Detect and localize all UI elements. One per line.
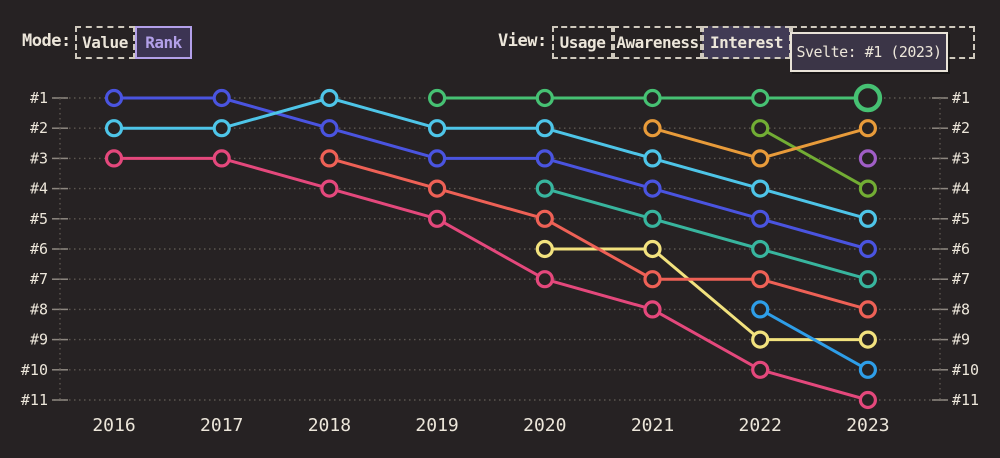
data-point-indigo-2016[interactable] bbox=[104, 88, 124, 108]
tooltip-text: Svelte: #1 (2023) bbox=[796, 43, 942, 61]
year-label: 2017 bbox=[200, 415, 243, 436]
year-label: 2018 bbox=[308, 415, 351, 436]
rank-label-left: #8 bbox=[30, 300, 48, 318]
data-point-skyblue-2022[interactable] bbox=[751, 300, 770, 319]
data-point-green-2019[interactable] bbox=[428, 88, 447, 108]
data-point-yellow-2020[interactable] bbox=[535, 239, 554, 259]
data-point-indigo-2021[interactable] bbox=[643, 179, 662, 198]
data-point-cyan-2020[interactable] bbox=[535, 119, 554, 138]
rank-label-left: #6 bbox=[30, 240, 48, 258]
rank-label-right: #10 bbox=[952, 361, 979, 379]
data-point-salmon-2022[interactable] bbox=[751, 270, 770, 289]
series-line-skyblue bbox=[758, 307, 870, 372]
data-point-pink-2016[interactable] bbox=[104, 149, 124, 168]
rank-label-right: #8 bbox=[952, 300, 970, 318]
year-label: 2023 bbox=[846, 415, 889, 436]
data-point-teal-2021[interactable] bbox=[643, 209, 662, 228]
data-point-orange-2023[interactable] bbox=[858, 119, 878, 138]
series-line-olive bbox=[758, 126, 870, 191]
data-point-cyan-2023[interactable] bbox=[858, 209, 878, 228]
mode-label: Mode: bbox=[22, 31, 71, 51]
data-point-green-2020[interactable] bbox=[535, 88, 554, 108]
rank-label-right: #6 bbox=[952, 240, 970, 258]
data-point-indigo-2022[interactable] bbox=[751, 209, 770, 228]
rank-label-right: #11 bbox=[952, 391, 979, 409]
data-point-salmon-2021[interactable] bbox=[643, 270, 662, 289]
year-label: 2020 bbox=[523, 415, 566, 436]
rank-label-left: #1 bbox=[30, 89, 48, 107]
data-point-cyan-2021[interactable] bbox=[643, 149, 662, 168]
rank-label-left: #3 bbox=[30, 149, 48, 167]
year-label: 2019 bbox=[415, 415, 458, 436]
data-point-yellow-2022[interactable] bbox=[751, 330, 770, 349]
rank-label-right: #5 bbox=[952, 210, 970, 228]
series-line-indigo bbox=[112, 96, 870, 251]
data-point-pink-2023[interactable] bbox=[858, 390, 878, 410]
data-point-orange-2021[interactable] bbox=[643, 119, 662, 138]
data-point-salmon-2018[interactable] bbox=[320, 149, 339, 168]
series-line-cyan bbox=[112, 96, 870, 221]
rank-label-left: #7 bbox=[30, 270, 48, 288]
rank-label-left: #5 bbox=[30, 210, 48, 228]
data-point-yellow-2023[interactable] bbox=[858, 330, 878, 349]
data-point-indigo-2019[interactable] bbox=[428, 149, 447, 168]
data-point-indigo-2017[interactable] bbox=[212, 88, 231, 108]
data-point-purple-2023[interactable] bbox=[858, 149, 878, 168]
data-point-pink-2020[interactable] bbox=[535, 270, 554, 289]
data-point-pink-2018[interactable] bbox=[320, 179, 339, 198]
data-point-indigo-2018[interactable] bbox=[320, 119, 339, 138]
data-point-cyan-2018[interactable] bbox=[320, 88, 339, 108]
data-point-skyblue-2023[interactable] bbox=[858, 360, 878, 379]
data-point-teal-2020[interactable] bbox=[535, 179, 554, 198]
view-awareness-button[interactable]: Awareness bbox=[613, 26, 702, 59]
data-point-salmon-2023[interactable] bbox=[858, 300, 878, 319]
mode-value-button[interactable]: Value bbox=[75, 26, 135, 59]
series-line-teal bbox=[543, 187, 870, 281]
rank-label-left: #2 bbox=[30, 119, 48, 137]
rank-label-left: #4 bbox=[30, 180, 48, 198]
data-point-orange-2022[interactable] bbox=[751, 149, 770, 168]
view-label: View: bbox=[498, 31, 547, 51]
highlighted-data-point-green-2023[interactable] bbox=[853, 83, 883, 113]
data-point-cyan-2022[interactable] bbox=[751, 179, 770, 198]
series-line-pink bbox=[112, 156, 870, 402]
data-point-green-2022[interactable] bbox=[751, 88, 770, 108]
rank-label-right: #2 bbox=[952, 119, 970, 137]
year-label: 2016 bbox=[92, 415, 135, 436]
year-label: 2021 bbox=[631, 415, 674, 436]
data-point-cyan-2017[interactable] bbox=[212, 119, 231, 138]
rank-label-right: #1 bbox=[952, 89, 970, 107]
mode-rank-button[interactable]: Rank bbox=[135, 26, 192, 59]
data-point-pink-2021[interactable] bbox=[643, 300, 662, 319]
hover-tooltip: Svelte: #1 (2023) bbox=[790, 32, 948, 72]
data-point-indigo-2023[interactable] bbox=[858, 239, 878, 259]
data-point-pink-2019[interactable] bbox=[428, 209, 447, 228]
data-point-cyan-2019[interactable] bbox=[428, 119, 447, 138]
data-point-salmon-2019[interactable] bbox=[428, 179, 447, 198]
year-label: 2022 bbox=[739, 415, 782, 436]
rank-label-left: #10 bbox=[21, 361, 48, 379]
view-usage-button[interactable]: Usage bbox=[552, 26, 613, 59]
data-point-salmon-2020[interactable] bbox=[535, 209, 554, 228]
rank-label-left: #11 bbox=[21, 391, 48, 409]
data-point-pink-2022[interactable] bbox=[751, 360, 770, 379]
data-point-teal-2022[interactable] bbox=[751, 239, 770, 259]
rank-label-left: #9 bbox=[30, 331, 48, 349]
series-line-salmon bbox=[327, 156, 870, 311]
data-point-olive-2023[interactable] bbox=[858, 179, 878, 198]
rank-label-right: #9 bbox=[952, 331, 970, 349]
rank-label-right: #7 bbox=[952, 270, 970, 288]
data-point-green-2021[interactable] bbox=[643, 88, 662, 108]
rank-label-right: #4 bbox=[952, 180, 970, 198]
data-point-yellow-2021[interactable] bbox=[643, 239, 662, 259]
data-point-cyan-2016[interactable] bbox=[104, 119, 124, 138]
data-point-olive-2022[interactable] bbox=[751, 119, 770, 138]
view-interest-button[interactable]: Interest bbox=[702, 26, 791, 59]
rank-label-right: #3 bbox=[952, 149, 970, 167]
data-point-indigo-2020[interactable] bbox=[535, 149, 554, 168]
data-point-teal-2023[interactable] bbox=[858, 270, 878, 289]
data-point-pink-2017[interactable] bbox=[212, 149, 231, 168]
